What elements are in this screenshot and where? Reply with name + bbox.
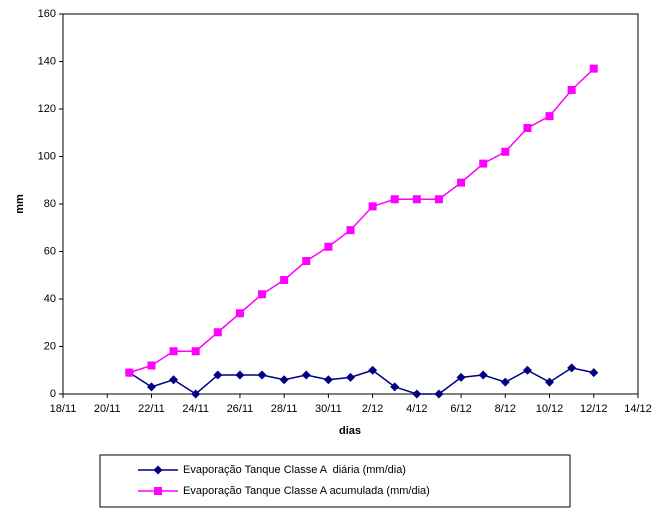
data-point: [280, 276, 289, 284]
data-point: [346, 372, 355, 382]
y-tick-label: 80: [44, 198, 56, 210]
data-point: [368, 365, 378, 375]
data-point: [169, 375, 179, 385]
data-point: [235, 309, 244, 318]
data-point: [191, 347, 200, 356]
legend-label: Evaporação Tanque Classe A acumulada (mm…: [183, 485, 430, 497]
data-point: [457, 178, 466, 187]
y-tick-label: 120: [38, 103, 56, 115]
y-tick-label: 140: [38, 55, 56, 67]
data-point: [412, 389, 422, 399]
data-point: [522, 365, 532, 375]
data-point: [456, 372, 466, 382]
x-tick-label: 28/11: [271, 403, 298, 415]
y-axis-label: mm: [14, 194, 26, 214]
data-point: [545, 112, 554, 121]
data-point: [434, 195, 443, 204]
x-tick-label: 8/12: [495, 403, 516, 415]
x-tick-label: 30/11: [315, 403, 342, 415]
data-point: [146, 382, 156, 392]
data-point: [235, 370, 245, 380]
data-point: [589, 64, 598, 73]
data-point: [390, 195, 399, 204]
data-point: [258, 290, 267, 299]
data-point: [589, 368, 599, 378]
data-point: [125, 368, 134, 377]
data-point: [213, 370, 223, 380]
data-point: [169, 347, 178, 356]
x-tick-label: 20/11: [94, 403, 121, 415]
series-line: [129, 68, 595, 374]
x-axis-label: dias: [339, 425, 361, 437]
y-tick-label: 40: [44, 293, 56, 305]
data-point: [478, 370, 488, 380]
x-tick-label: 10/12: [536, 403, 564, 415]
data-point: [567, 86, 576, 94]
data-point: [412, 195, 421, 204]
data-point: [545, 377, 555, 387]
data-point: [324, 242, 333, 251]
data-point: [368, 202, 377, 211]
y-tick-label: 160: [38, 8, 56, 20]
y-tick-label: 20: [44, 340, 56, 352]
y-tick-label: 60: [44, 245, 56, 257]
data-point: [191, 389, 201, 399]
data-point: [279, 375, 289, 385]
data-point: [479, 159, 488, 168]
data-point: [523, 124, 532, 132]
data-point: [500, 377, 510, 387]
data-point: [323, 375, 333, 385]
data-point: [346, 226, 355, 235]
x-tick-label: 22/11: [138, 403, 165, 415]
data-point: [501, 147, 510, 156]
data-point: [301, 370, 311, 380]
data-point: [213, 328, 222, 337]
y-tick-label: 0: [50, 388, 56, 400]
x-tick-label: 24/11: [182, 403, 209, 415]
x-tick-label: 18/11: [50, 403, 77, 415]
legend-marker: [154, 487, 162, 495]
data-point: [567, 363, 577, 373]
legend-label: Evaporação Tanque Classe A diária (mm/di…: [183, 464, 406, 476]
series-line: [128, 367, 594, 395]
x-tick-label: 12/12: [580, 403, 608, 415]
data-point: [434, 389, 444, 399]
data-point: [257, 370, 267, 380]
plot-area: [62, 13, 639, 395]
x-tick-label: 4/12: [406, 403, 427, 415]
x-tick-label: 2/12: [362, 403, 383, 415]
data-point: [147, 361, 156, 370]
legend-box: [99, 454, 571, 508]
x-tick-label: 26/11: [227, 403, 254, 415]
legend-marker: [153, 465, 163, 475]
data-point: [390, 382, 400, 392]
x-tick-label: 14/12: [624, 403, 652, 415]
y-tick-label: 100: [38, 150, 56, 162]
x-tick-label: 6/12: [450, 403, 471, 415]
data-point: [302, 257, 311, 265]
